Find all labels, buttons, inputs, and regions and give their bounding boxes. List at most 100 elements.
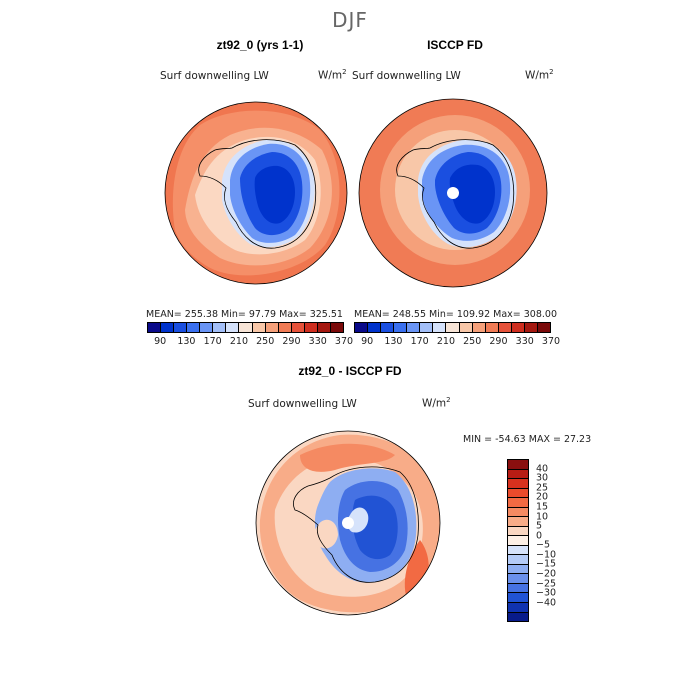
right-polar-map [359, 99, 547, 287]
colorbar-swatch [317, 323, 331, 332]
colorbar-swatch [226, 323, 240, 332]
colorbar-tick-label: 40 [536, 463, 549, 475]
colorbar-swatch [355, 323, 369, 332]
colorbar-swatch [508, 460, 528, 470]
colorbar-swatch [508, 526, 528, 537]
colorbar-swatch [508, 612, 528, 622]
colorbar-tick-label: 90 [154, 336, 167, 347]
colorbar-tick-label: 330 [515, 336, 534, 347]
difference-panel-title: zt92_0 - ISCCP FD [298, 364, 402, 378]
colorbar-tick-label: 5 [536, 520, 543, 532]
difference-panel-variable: Surf downwelling LW [248, 398, 357, 410]
colorbar-swatch [524, 323, 538, 332]
colorbar-tick-label: −30 [536, 587, 557, 599]
colorbar-tick-label: 290 [489, 336, 508, 347]
left-panel-title: zt92_0 (yrs 1-1) [216, 38, 304, 52]
right-colorbar-ticks: 90 130 170 210 250 290 330 370 [354, 336, 560, 348]
difference-panel-units: W/m2 [422, 396, 451, 410]
colorbar-swatch [508, 564, 528, 575]
difference-panel-stats: MIN = -54.63 MAX = 27.23 [463, 434, 592, 445]
colorbar-tick-label: 370 [541, 336, 561, 347]
left-colorbar [147, 322, 344, 333]
left-panel-stats: MEAN= 255.38 Min= 97.79 Max= 325.51 [146, 309, 343, 320]
colorbar-swatch [508, 469, 528, 480]
colorbar-swatch [472, 323, 486, 332]
difference-polar-map [256, 431, 440, 615]
colorbar-swatch [537, 323, 550, 332]
colorbar-swatch [161, 323, 175, 332]
colorbar-swatch [368, 323, 382, 332]
colorbar-tick-label: −40 [536, 597, 557, 609]
left-colorbar-ticks: 90 130 170 210 250 290 330 370 [147, 336, 353, 348]
colorbar-tick-label: −25 [536, 578, 557, 590]
right-panel-title: ISCCP FD [427, 38, 483, 52]
colorbar-swatch [252, 323, 266, 332]
colorbar-swatch [213, 323, 227, 332]
colorbar-tick-label: 250 [463, 336, 482, 347]
colorbar-swatch [200, 323, 214, 332]
colorbar-tick-label: 170 [410, 336, 429, 347]
colorbar-swatch [508, 517, 528, 527]
colorbar-swatch [508, 602, 528, 613]
colorbar-swatch [508, 574, 528, 584]
colorbar-tick-label: 370 [334, 336, 354, 347]
colorbar-tick-label: 0 [536, 530, 543, 542]
colorbar-swatch [278, 323, 292, 332]
colorbar-swatch [508, 593, 528, 603]
right-panel-stats: MEAN= 248.55 Min= 109.92 Max= 308.00 [354, 309, 558, 320]
right-colorbar [354, 322, 551, 333]
colorbar-swatch [446, 323, 460, 332]
colorbar-swatch [508, 555, 528, 565]
colorbar-swatch [265, 323, 279, 332]
colorbar-tick-label: 90 [361, 336, 374, 347]
colorbar-swatch [508, 479, 528, 489]
colorbar-swatch [508, 498, 528, 508]
colorbar-swatch [498, 323, 512, 332]
colorbar-tick-label: 10 [536, 511, 549, 523]
colorbar-swatch [508, 507, 528, 518]
colorbar-tick-label: 130 [384, 336, 403, 347]
colorbar-swatch [381, 323, 395, 332]
colorbar-tick-label: 330 [308, 336, 327, 347]
figure-season-title: DJF [332, 8, 368, 32]
colorbar-swatch [511, 323, 525, 332]
right-panel-units: W/m2 [525, 68, 554, 82]
colorbar-swatch [187, 323, 201, 332]
colorbar-tick-label: −15 [536, 558, 557, 570]
colorbar-tick-label: 290 [282, 336, 301, 347]
colorbar-tick-label: −20 [536, 568, 557, 580]
colorbar-swatch [420, 323, 434, 332]
colorbar-swatch [174, 323, 188, 332]
colorbar-swatch [148, 323, 162, 332]
left-polar-map [165, 102, 347, 284]
difference-colorbar [507, 459, 529, 622]
colorbar-tick-label: 250 [256, 336, 275, 347]
colorbar-swatch [394, 323, 408, 332]
colorbar-swatch [239, 323, 253, 332]
colorbar-swatch [304, 323, 318, 332]
colorbar-swatch [433, 323, 447, 332]
colorbar-tick-label: 15 [536, 501, 549, 513]
colorbar-tick-label: 210 [229, 336, 248, 347]
colorbar-tick-label: 170 [203, 336, 222, 347]
colorbar-tick-label: 20 [536, 491, 549, 503]
colorbar-swatch [459, 323, 473, 332]
left-panel-units: W/m2 [318, 68, 347, 82]
colorbar-swatch [508, 545, 528, 556]
difference-colorbar-ticks: 40 30 25 20 15 10 5 0 −5 −10 −15 −20 −25 −30 −40 [536, 459, 576, 622]
colorbar-swatch [508, 583, 528, 594]
colorbar-swatch [508, 488, 528, 499]
colorbar-tick-label: −10 [536, 549, 557, 561]
left-panel-variable: Surf downwelling LW [160, 70, 269, 82]
colorbar-swatch [407, 323, 421, 332]
colorbar-tick-label: 210 [436, 336, 455, 347]
colorbar-swatch [291, 323, 305, 332]
colorbar-swatch [330, 323, 343, 332]
colorbar-swatch [508, 536, 528, 546]
colorbar-tick-label: 25 [536, 482, 549, 494]
colorbar-swatch [485, 323, 499, 332]
colorbar-tick-label: 30 [536, 472, 549, 484]
colorbar-tick-label: 130 [177, 336, 196, 347]
colorbar-tick-label: −5 [536, 539, 551, 551]
